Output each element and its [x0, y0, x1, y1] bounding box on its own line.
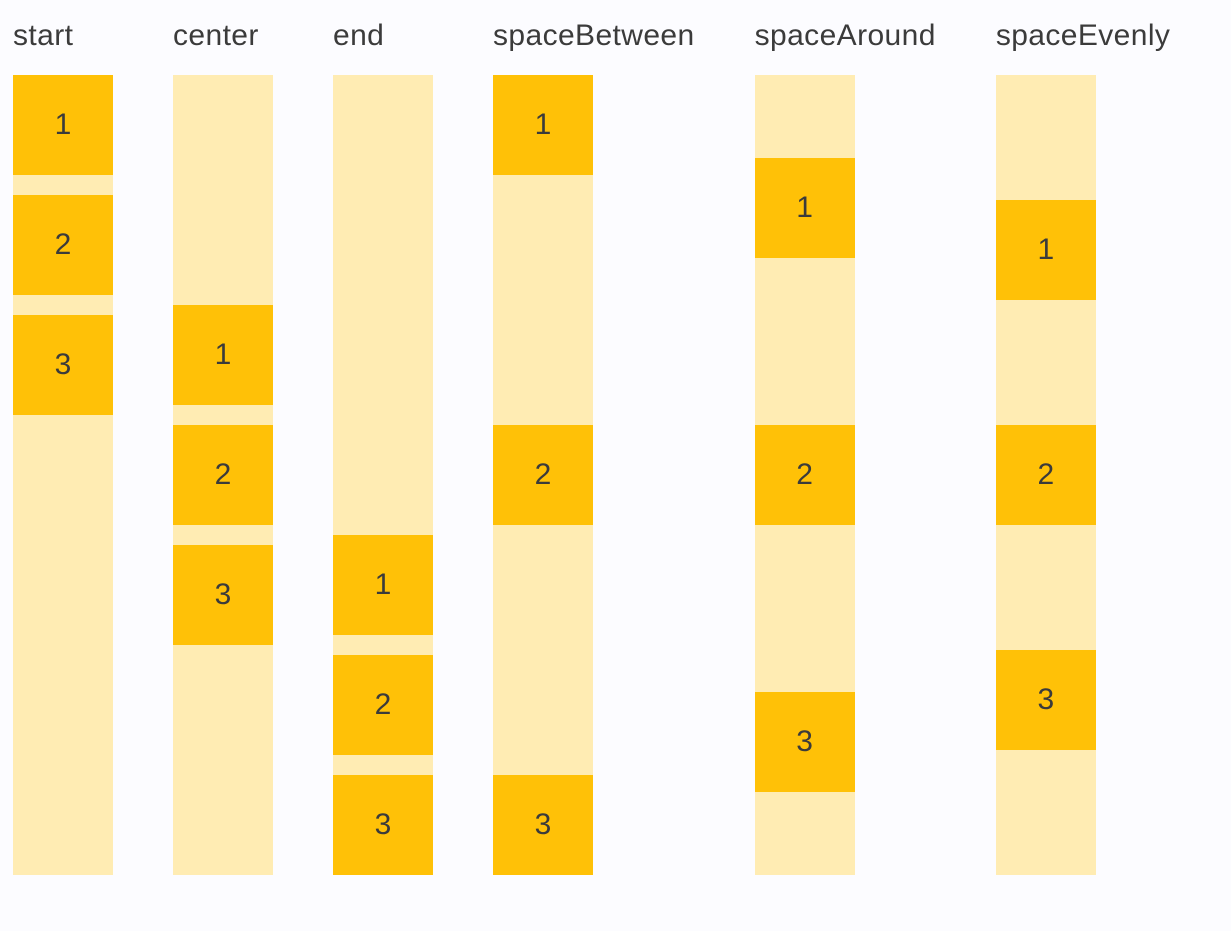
column-label: spaceBetween [493, 19, 695, 52]
column-label: start [13, 19, 74, 52]
flex-item-number: 2 [534, 458, 552, 491]
alignment-column-center: center 1 2 3 [173, 16, 273, 875]
flex-item-box: 2 [493, 425, 593, 525]
flex-item-box: 1 [333, 535, 433, 635]
column-track: 1 2 3 [995, 75, 1096, 875]
column-label: end [333, 19, 385, 52]
alignment-column-start: start 1 2 3 [13, 16, 113, 875]
flex-item-box: 2 [754, 424, 855, 525]
flex-item-number: 3 [374, 808, 392, 841]
flex-item-box: 3 [13, 315, 113, 415]
flex-item-box: 2 [333, 655, 433, 755]
alignment-column-end: end 1 2 3 [333, 16, 433, 875]
flex-item-number: 2 [796, 457, 813, 491]
column-track: 1 2 3 [754, 75, 855, 875]
column-label: spaceAround [754, 19, 936, 52]
alignment-column-spaceAround: spaceAround 1 2 3 [754, 16, 936, 875]
flex-item-box: 3 [493, 775, 593, 875]
flex-item-number: 3 [534, 808, 552, 841]
flex-item-number: 2 [1037, 458, 1055, 491]
column-track: 1 2 3 [173, 75, 273, 875]
flex-item-number: 1 [54, 108, 72, 141]
column-track: 1 2 3 [13, 75, 113, 875]
flex-item-box: 3 [173, 545, 273, 645]
flex-item-box: 2 [995, 425, 1096, 525]
flex-item-number: 3 [796, 724, 813, 758]
flex-item-number: 1 [1037, 233, 1055, 266]
alignment-column-spaceBetween: spaceBetween 1 2 3 [493, 16, 695, 875]
flex-item-number: 1 [534, 108, 552, 141]
flex-item-box: 3 [754, 691, 855, 792]
column-label: center [173, 19, 259, 52]
flex-item-number: 1 [214, 338, 232, 371]
flex-item-box: 2 [173, 425, 273, 525]
alignment-column-spaceEvenly: spaceEvenly 1 2 3 [995, 16, 1171, 875]
flex-item-number: 2 [214, 458, 232, 491]
flex-item-box: 2 [13, 195, 113, 295]
column-track: 1 2 3 [493, 75, 593, 875]
flex-item-box: 1 [173, 305, 273, 405]
flex-item-box: 1 [754, 158, 855, 259]
column-track: 1 2 3 [333, 75, 433, 875]
flex-item-number: 3 [54, 348, 72, 381]
flex-item-box: 1 [995, 200, 1096, 300]
flex-item-box: 3 [995, 650, 1096, 750]
column-label: spaceEvenly [995, 19, 1171, 52]
flex-item-number: 3 [214, 578, 232, 611]
flex-item-box: 1 [13, 75, 113, 175]
flex-item-number: 1 [796, 191, 813, 225]
flex-item-box: 1 [493, 75, 593, 175]
flex-item-number: 2 [54, 228, 72, 261]
justify-content-demo: start 1 2 3 center 1 2 3 end 1 2 3 space… [13, 16, 1171, 875]
flex-item-box: 3 [333, 775, 433, 875]
flex-item-number: 1 [374, 568, 392, 601]
flex-item-number: 2 [374, 688, 392, 721]
flex-item-number: 3 [1037, 683, 1055, 716]
